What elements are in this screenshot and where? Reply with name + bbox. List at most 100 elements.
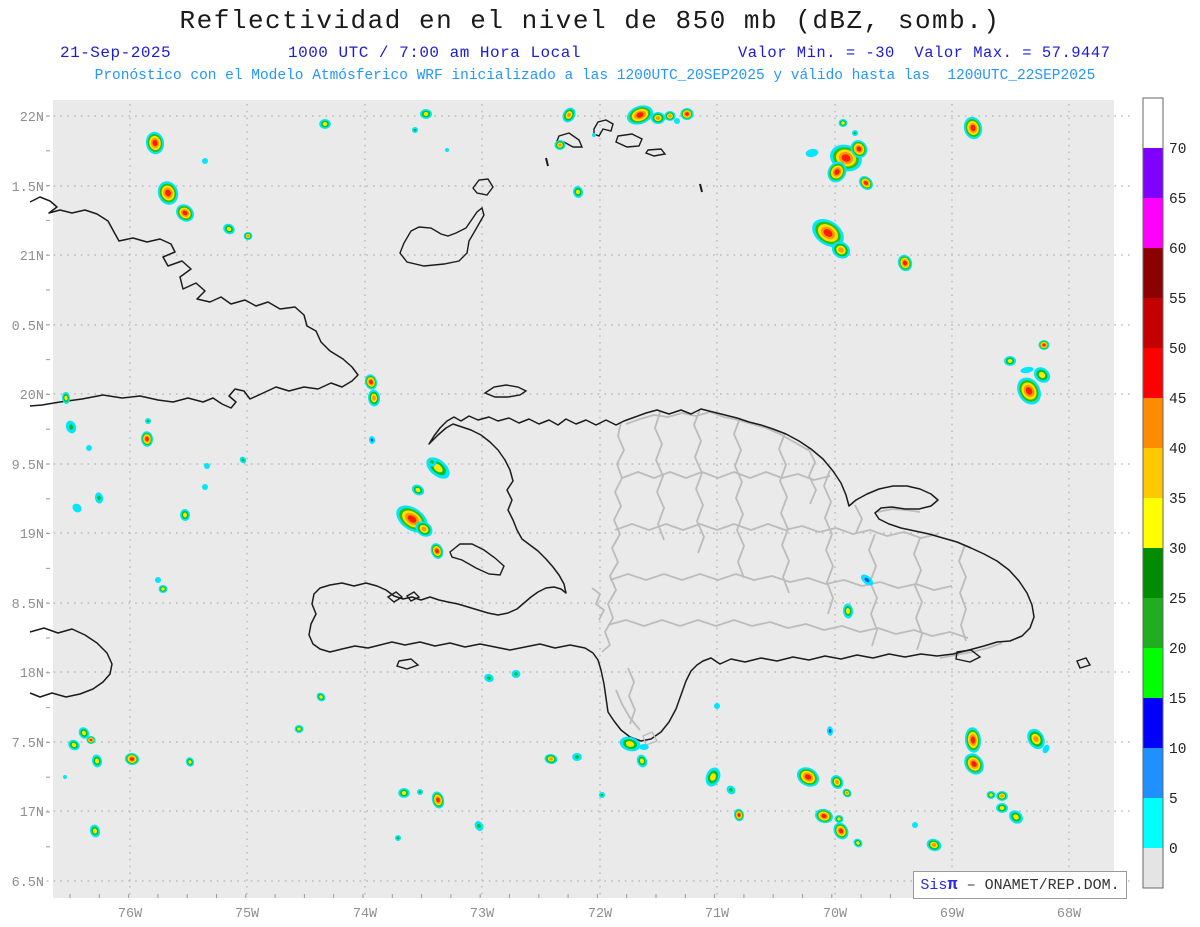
- reflectivity-cell-red: [970, 736, 976, 744]
- colorbar-segment: [1143, 598, 1163, 648]
- islet-mark: [699, 183, 703, 193]
- reflectivity-cell-yellow: [319, 695, 323, 699]
- colorbar-segment: [1143, 698, 1163, 748]
- lat-tick-label: 18N: [20, 667, 44, 682]
- lat-tick-label: 9.5N: [12, 459, 44, 474]
- lat-tick-label: 17N: [20, 806, 44, 821]
- reflectivity-cell-yellow: [226, 226, 232, 232]
- colorbar-segment: [1143, 98, 1163, 148]
- reflectivity-cell-yellow: [188, 760, 192, 764]
- colorbar-segment: [1143, 398, 1163, 448]
- colorbar-frame: [1142, 97, 1164, 889]
- reflectivity-cell-cyan: [204, 463, 210, 469]
- province-boundary: [609, 573, 953, 591]
- province-boundary: [939, 642, 1003, 659]
- reflectivity-cell-yellow: [856, 841, 860, 845]
- reflectivity-cell-green: [853, 131, 857, 135]
- badge-pi-icon: π: [947, 875, 958, 895]
- badge-sis-label: Sis: [920, 876, 948, 894]
- reflectivity-cell-yellow: [575, 189, 581, 195]
- lat-tick-label: 7.5N: [12, 737, 44, 752]
- coastline: [29, 196, 359, 409]
- lon-tick-label: 71W: [705, 907, 730, 922]
- reflectivity-cell-red: [838, 828, 844, 834]
- reflectivity-cell-cyan: [805, 148, 819, 158]
- reflectivity-cell-blue: [828, 729, 832, 733]
- reflectivity-cell-yellow: [639, 758, 645, 764]
- province-boundary: [654, 411, 665, 541]
- province-boundary: [693, 408, 705, 554]
- province-boundary: [778, 432, 790, 594]
- island-outline: [399, 206, 485, 267]
- reflectivity-cell-yellow: [1038, 371, 1046, 379]
- reflectivity-cell-cyan: [72, 503, 82, 513]
- lat-tick-label: 20N: [20, 389, 44, 404]
- reflectivity-cell-yellow: [999, 806, 1005, 810]
- reflectivity-cell-yellow: [161, 587, 165, 591]
- lat-tick-label: 21N: [20, 250, 44, 265]
- reflectivity-cell-red: [841, 154, 851, 162]
- colorbar-label: 65: [1169, 192, 1186, 208]
- reflectivity-cell-red: [737, 813, 741, 817]
- reflectivity-cell-red: [130, 757, 134, 761]
- reflectivity-cell-cyan: [912, 822, 918, 828]
- colorbar-label: 40: [1169, 442, 1186, 458]
- reflectivity-cell-red: [902, 260, 908, 266]
- reflectivity-cell-orange: [835, 779, 839, 785]
- colorbar-segment: [1143, 648, 1163, 698]
- reflectivity-cell-green: [514, 672, 518, 676]
- reflectivity-cell-red: [856, 146, 862, 152]
- province-boundary: [621, 471, 831, 481]
- reflectivity-cell-green: [241, 458, 245, 462]
- reflectivity-cell-green: [146, 419, 150, 423]
- reflectivity-cell-cyan: [86, 445, 92, 451]
- reflectivity-cell-red: [165, 189, 171, 197]
- page-title: Reflectividad en el nivel de 850 mb (dBZ…: [179, 6, 1001, 36]
- reflectivity-cell-yellow: [94, 758, 100, 764]
- reflectivity-cell-green: [487, 676, 491, 680]
- reflectivity-cell-red: [971, 761, 977, 767]
- reflectivity-cell-red: [970, 124, 976, 132]
- reflectivity-cell-cyan: [674, 118, 680, 124]
- colorbar-label: 55: [1169, 292, 1186, 308]
- island-outline: [396, 658, 420, 670]
- reflectivity-cell-yellow: [71, 742, 77, 748]
- reflectivity-cell-yellow: [423, 112, 429, 116]
- reflectivity-cell-yellow: [433, 463, 443, 473]
- reflectivity-cell-yellow: [1013, 814, 1019, 820]
- province-boundary: [854, 504, 863, 534]
- reflectivity-cell-cyan: [639, 744, 649, 750]
- reflectivity-cell-red: [436, 797, 440, 803]
- island-outline: [483, 384, 528, 398]
- lat-tick-label: 19N: [20, 528, 44, 543]
- reflectivity-cell-orange: [549, 757, 553, 761]
- reflectivity-cell-orange: [1033, 735, 1039, 743]
- lat-tick-label: 6.5N: [12, 876, 44, 891]
- colorbar-label: 5: [1169, 792, 1178, 808]
- reflectivity-cell-orange: [421, 526, 427, 532]
- colorbar-label: 25: [1169, 592, 1186, 608]
- colorbar-segment: [1143, 848, 1163, 888]
- badge-onamet-label: – ONAMET/REP.DOM.: [957, 876, 1120, 894]
- reflectivity-cell-red: [145, 436, 149, 442]
- reflectivity-cell-red: [435, 548, 439, 554]
- reflectivity-cell-cyan: [592, 133, 596, 137]
- reflectivity-cell-red: [823, 229, 833, 237]
- colorbar-segment: [1143, 498, 1163, 548]
- onamet-badge: Sis π – ONAMET/REP.DOM.: [913, 871, 1127, 899]
- lon-tick-label: 68W: [1057, 907, 1082, 922]
- province-boundary: [591, 587, 605, 621]
- reflectivity-cell-yellow: [710, 773, 716, 781]
- reflectivity-cell-green: [396, 836, 400, 840]
- reflectivity-cell-red: [685, 112, 689, 116]
- reflectivity-cell-yellow: [92, 828, 98, 834]
- island-outline: [615, 133, 643, 148]
- reflectivity-cell-green: [600, 793, 604, 797]
- reflectivity-cell-blue: [864, 577, 870, 583]
- reflectivity-cell-orange: [838, 247, 844, 253]
- reflectivity-cell-blue: [370, 438, 374, 442]
- province-boundary: [823, 469, 834, 615]
- colorbar-segment: [1143, 148, 1163, 198]
